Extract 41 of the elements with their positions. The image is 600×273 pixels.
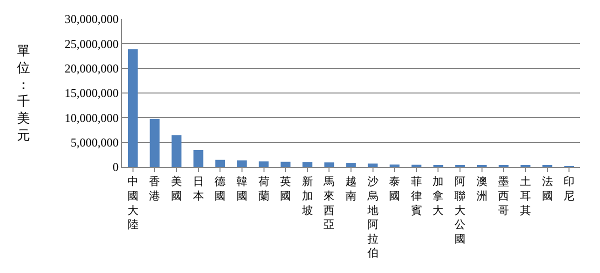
x-tick-label: 土耳其 [520,175,531,217]
bar [150,118,160,167]
bar [302,162,312,167]
x-tick-label: 荷蘭 [258,175,270,202]
x-tick-label: 中國大陸 [127,175,138,232]
x-tick-label: 日本 [192,176,204,202]
x-tick-label: 美國 [171,175,182,202]
y-tick-label: 15,000,000 [64,86,119,100]
x-tick-label: 菲律賓 [410,175,422,217]
x-tick-label: 泰國 [389,176,400,202]
x-tick-label: 沙烏地阿拉伯 [366,175,378,260]
bar [237,160,247,167]
x-tick-label: 印尼 [564,175,575,202]
x-tick-label: 香港 [149,175,160,202]
x-tick-label: 英國 [280,175,292,202]
y-tick-label: 10,000,000 [64,110,119,125]
x-tick-label: 韓國 [236,175,248,202]
x-tick-label: 墨西哥 [498,176,510,217]
bar [193,150,204,167]
x-tick-label: 阿聯大公國 [454,176,466,246]
bar [368,164,378,167]
x-tick-label: 法國 [542,175,553,202]
bar [128,49,138,167]
y-tick-label: 30,000,000 [64,12,119,26]
bar [346,163,356,167]
bar [215,160,226,167]
x-tick-label: 德國 [214,176,226,202]
bar [324,162,334,167]
y-tick-label: 25,000,000 [64,36,119,51]
y-axis-title: 單位：千美元 [17,43,30,142]
y-tick-label: 20,000,000 [64,62,119,76]
x-tick-label: 越南 [346,175,356,202]
bar [258,161,269,167]
x-tick-label: 新加坡 [300,175,313,217]
y-tick-label: 5,000,000 [70,136,119,150]
x-tick-label: 澳洲 [476,176,488,202]
y-tick-label: 0 [112,160,119,174]
x-tick-label: 加拿大 [432,175,444,217]
x-tick-label: 馬來西亞 [322,176,335,232]
bar [280,162,290,167]
bar [172,135,182,167]
